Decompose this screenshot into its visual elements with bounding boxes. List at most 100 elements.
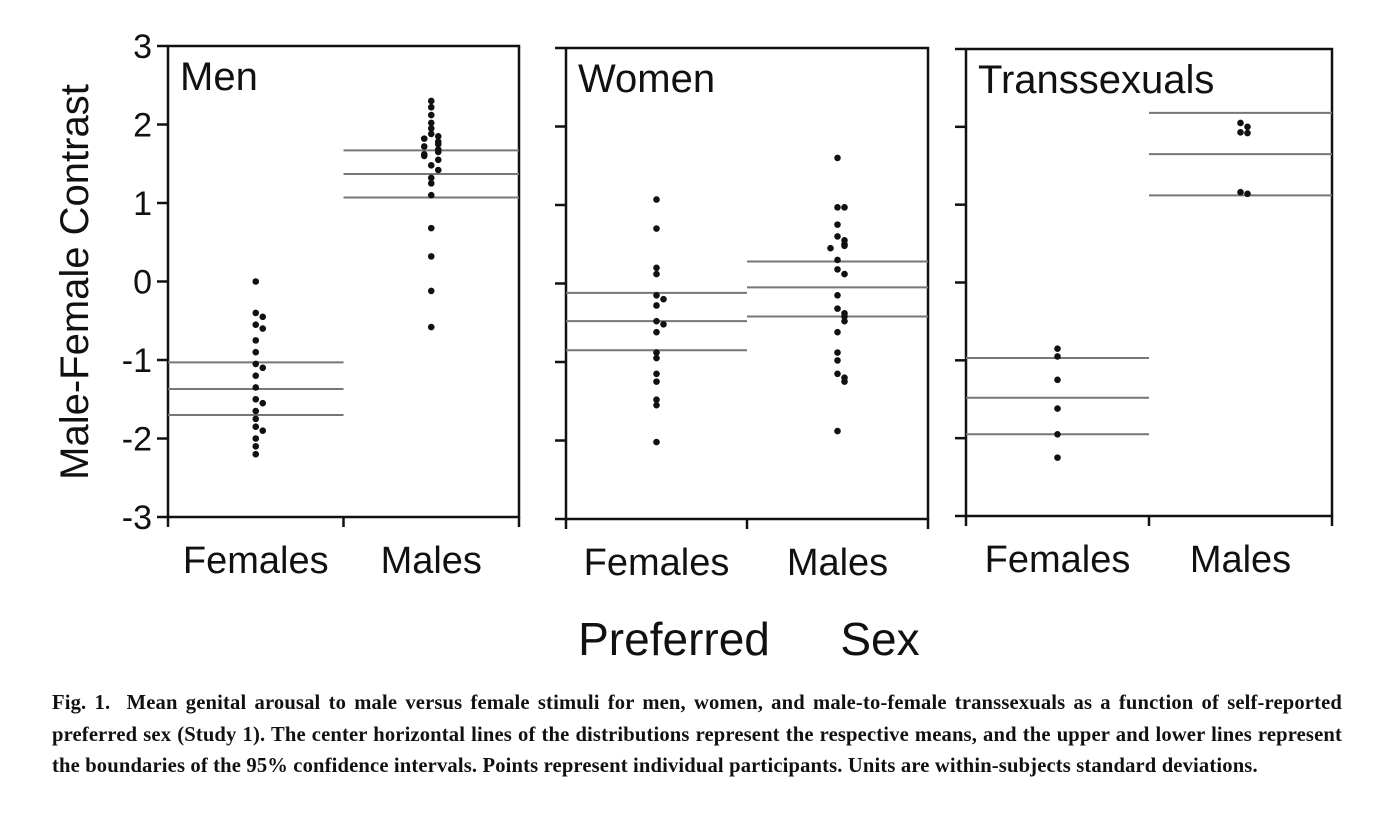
caption-label: Fig. 1. bbox=[52, 692, 111, 714]
data-point bbox=[1237, 128, 1244, 136]
data-point bbox=[1244, 129, 1251, 137]
data-point bbox=[834, 154, 841, 162]
data-point bbox=[841, 204, 848, 211]
data-point bbox=[653, 291, 660, 299]
data-point bbox=[653, 370, 660, 378]
data-point bbox=[653, 264, 660, 272]
data-point bbox=[827, 244, 834, 252]
data-point bbox=[427, 180, 435, 187]
y-tick-label: 1 bbox=[133, 185, 152, 223]
data-point bbox=[252, 415, 260, 423]
data-point bbox=[653, 401, 660, 409]
data-point bbox=[252, 435, 260, 442]
data-point bbox=[434, 166, 442, 174]
data-point bbox=[834, 291, 841, 299]
data-point bbox=[434, 148, 442, 156]
panel-title-men: Men bbox=[180, 55, 258, 99]
data-point bbox=[427, 162, 435, 169]
data-point bbox=[259, 325, 267, 332]
data-point bbox=[434, 156, 442, 164]
data-point bbox=[653, 328, 660, 336]
x-axis-label-word: Sex bbox=[840, 613, 919, 665]
data-point bbox=[252, 423, 260, 431]
x-category-label: Females bbox=[985, 539, 1131, 581]
y-tick-label: -1 bbox=[122, 342, 152, 380]
data-point bbox=[653, 349, 660, 356]
data-point bbox=[427, 253, 435, 260]
x-category-label: Males bbox=[1190, 539, 1291, 581]
data-point bbox=[841, 270, 848, 278]
data-point bbox=[259, 313, 267, 321]
data-point bbox=[252, 450, 260, 458]
data-point bbox=[420, 135, 428, 142]
data-point bbox=[653, 270, 660, 278]
data-point bbox=[252, 278, 260, 285]
data-point bbox=[252, 337, 260, 344]
data-point bbox=[1054, 454, 1061, 461]
data-point bbox=[653, 196, 660, 203]
data-point bbox=[653, 225, 660, 232]
data-point bbox=[841, 317, 848, 325]
data-point bbox=[660, 321, 667, 328]
data-point bbox=[259, 427, 267, 434]
data-point bbox=[420, 152, 428, 160]
data-point bbox=[834, 233, 841, 240]
data-point bbox=[834, 427, 841, 435]
data-point bbox=[427, 174, 435, 182]
data-point bbox=[252, 443, 260, 450]
y-tick-label: 3 bbox=[133, 28, 152, 66]
data-point bbox=[427, 323, 435, 331]
data-point bbox=[427, 97, 435, 105]
panel-frame-women bbox=[564, 46, 930, 521]
data-point bbox=[1237, 119, 1244, 127]
data-point bbox=[653, 378, 660, 385]
panel-frame-men bbox=[166, 44, 521, 519]
data-point bbox=[252, 321, 260, 328]
data-point bbox=[252, 348, 260, 356]
data-point bbox=[252, 360, 260, 368]
chart: 3 2 1 0 -1 -2 -3 Men Females Males Women Females Mal… bbox=[53, 28, 1334, 665]
data-point bbox=[834, 204, 841, 211]
data-point bbox=[427, 191, 435, 199]
data-point bbox=[259, 364, 267, 372]
data-point bbox=[834, 370, 841, 378]
data-point bbox=[653, 354, 660, 362]
caption-text: Mean genital arousal to male versus fema… bbox=[52, 692, 1342, 777]
data-point bbox=[252, 372, 260, 380]
y-tick-label: -3 bbox=[122, 499, 152, 537]
data-point bbox=[1237, 188, 1244, 196]
data-point bbox=[841, 313, 848, 320]
x-category-label: Males bbox=[787, 542, 888, 584]
y-tick-label: -2 bbox=[122, 421, 152, 459]
data-point bbox=[252, 395, 260, 403]
data-point bbox=[427, 103, 435, 111]
data-point bbox=[427, 125, 435, 132]
y-tick-label: 2 bbox=[133, 107, 152, 145]
data-point bbox=[1054, 430, 1061, 438]
panel-frame-transsexuals bbox=[964, 47, 1334, 518]
data-point bbox=[834, 305, 841, 312]
data-point bbox=[834, 357, 841, 364]
data-point bbox=[252, 384, 260, 391]
data-point bbox=[834, 328, 841, 336]
data-point bbox=[1054, 353, 1061, 360]
data-point bbox=[427, 224, 435, 232]
figure: 3 2 1 0 -1 -2 -3 Men Females Males Women Females Mal… bbox=[53, 28, 1334, 665]
y-axis-label: Male-Female Contrast bbox=[53, 84, 97, 480]
data-point bbox=[841, 242, 848, 250]
data-point bbox=[834, 221, 841, 228]
data-point bbox=[1054, 376, 1061, 384]
data-point bbox=[834, 256, 841, 264]
data-point bbox=[841, 378, 848, 385]
data-point bbox=[259, 399, 267, 407]
data-point bbox=[434, 132, 442, 140]
data-point bbox=[420, 143, 428, 150]
y-tick-label: 0 bbox=[133, 264, 152, 302]
x-category-label: Females bbox=[183, 540, 329, 582]
figure-caption: Fig. 1. Mean genital arousal to male ver… bbox=[52, 688, 1342, 783]
data-point bbox=[653, 317, 660, 325]
x-category-label: Males bbox=[381, 540, 482, 582]
data-point bbox=[653, 438, 660, 446]
panel-title-transsexuals: Transsexuals bbox=[978, 58, 1214, 102]
data-point bbox=[834, 266, 841, 273]
